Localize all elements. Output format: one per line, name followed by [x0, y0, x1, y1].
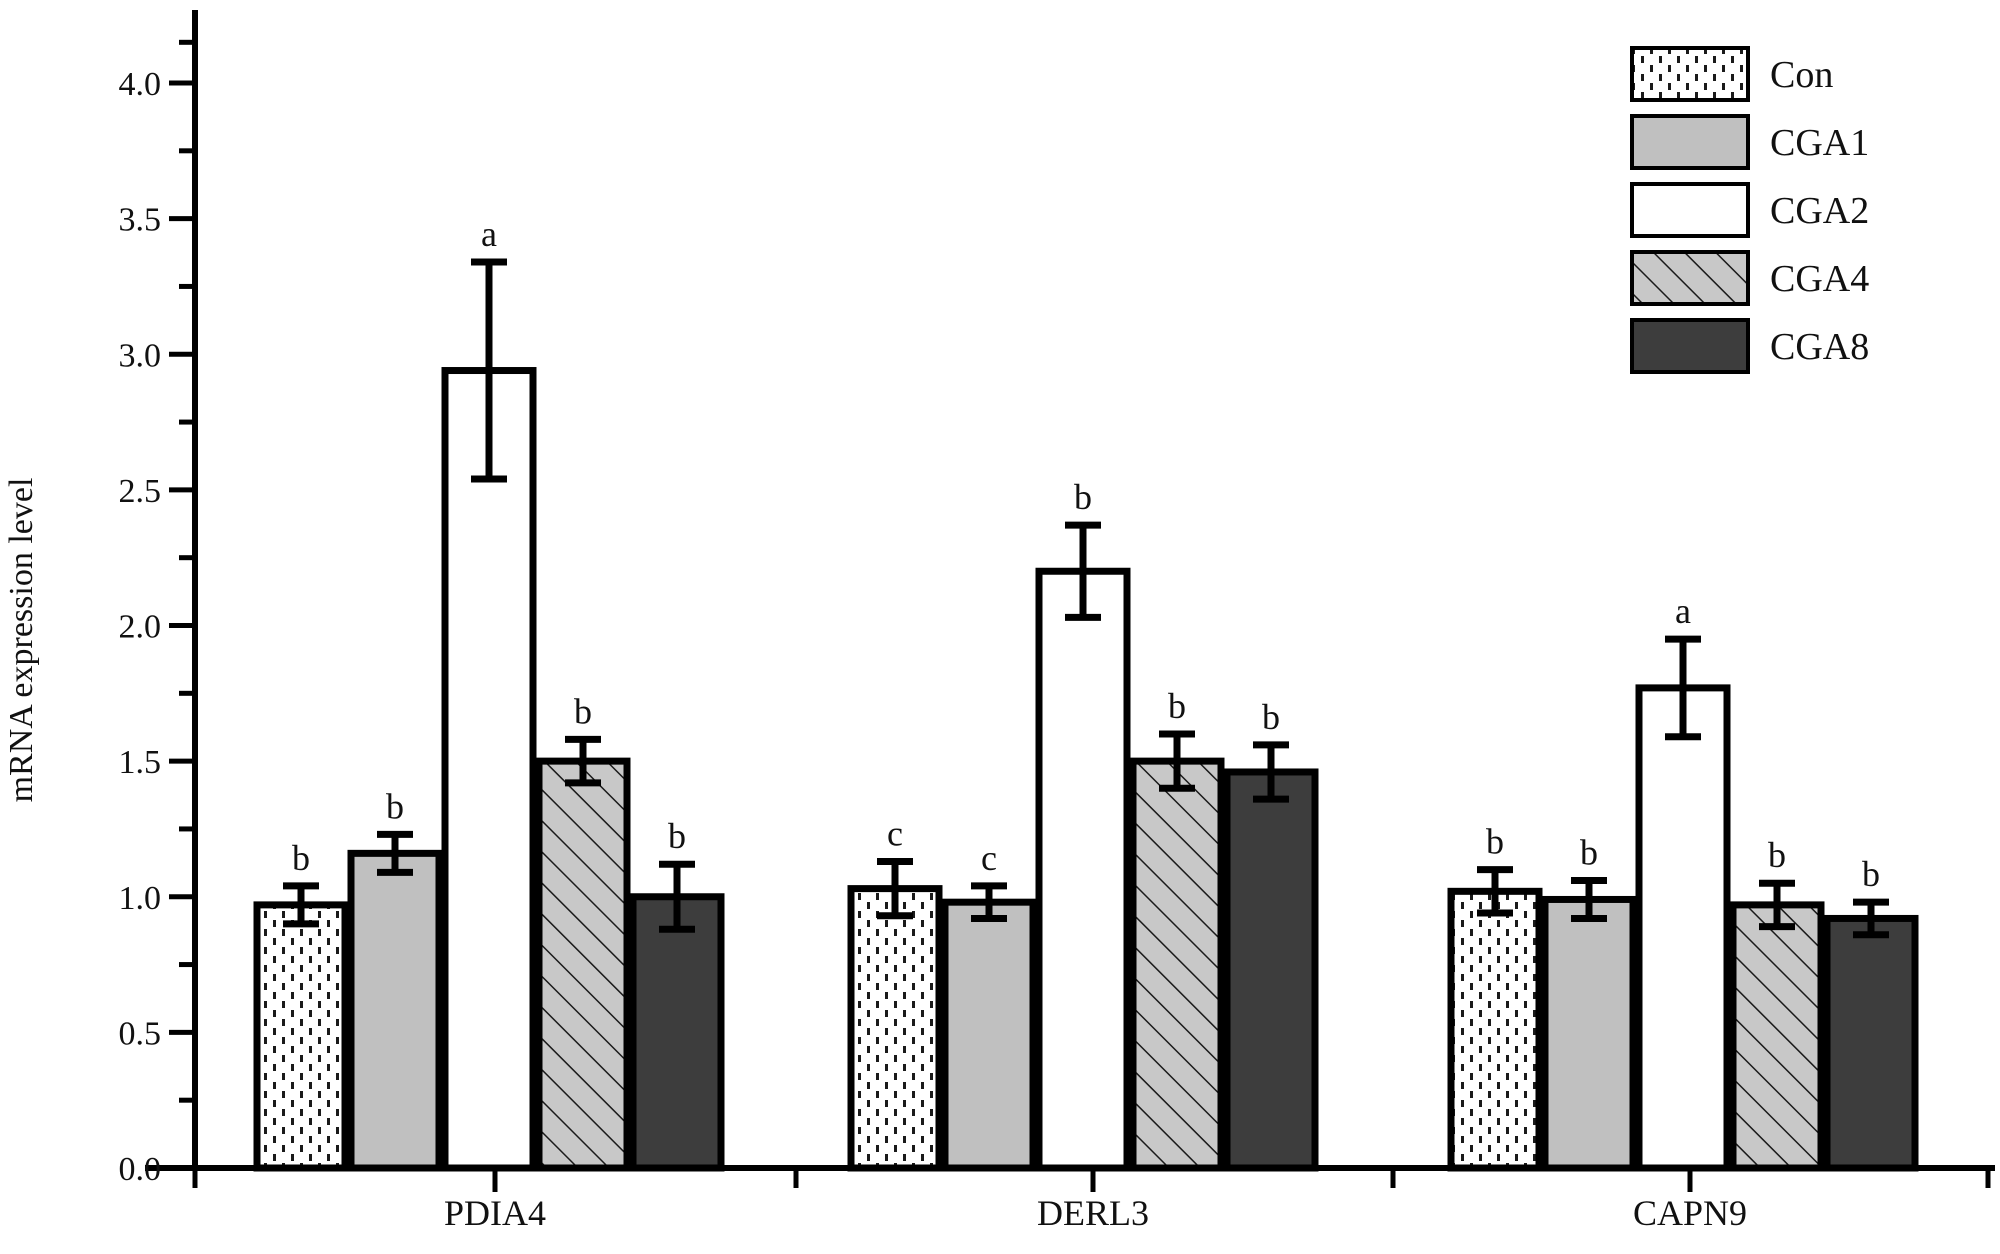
y-tick-label: 2.5: [119, 473, 162, 510]
significance-letter: a: [481, 214, 497, 254]
significance-letter: c: [981, 838, 997, 878]
bar-cga4-derl3: [1129, 757, 1225, 1172]
error-bar: [877, 857, 913, 920]
y-tick-label: 3.0: [119, 337, 162, 374]
error-bar: [1759, 879, 1795, 931]
bar-cga2-pdia4: [441, 367, 537, 1172]
significance-letter: b: [1768, 835, 1786, 875]
x-category-label: PDIA4: [444, 1193, 546, 1233]
significance-letter: a: [1675, 591, 1691, 631]
significance-letter: b: [668, 816, 686, 856]
bar-con-pdia4: [253, 901, 349, 1172]
error-bar: [471, 258, 507, 483]
bar-cga1-derl3: [941, 898, 1037, 1172]
legend-label: Con: [1770, 54, 1833, 96]
bar-cga1-capn9: [1541, 895, 1637, 1172]
legend-swatch: [1630, 250, 1750, 306]
error-bar: [1853, 898, 1889, 939]
error-bar: [1665, 635, 1701, 741]
significance-letter: b: [292, 838, 310, 878]
error-bar: [283, 882, 319, 928]
bar-cga2-derl3: [1035, 567, 1131, 1172]
y-tick-label: 0.0: [119, 1151, 162, 1188]
error-bar: [1065, 521, 1101, 621]
legend-label: CGA8: [1770, 326, 1869, 368]
bar-cga8-derl3: [1223, 768, 1319, 1172]
bar-cga4-pdia4: [535, 757, 631, 1172]
y-axis-title: mRNA expression level: [3, 478, 40, 803]
error-bar: [659, 860, 695, 933]
legend-item-cga1: CGA1: [1630, 114, 1869, 170]
bar-cga8-pdia4: [629, 893, 725, 1172]
error-bar: [1253, 741, 1289, 803]
significance-letter: b: [1168, 686, 1186, 726]
legend-swatch: [1630, 46, 1750, 102]
significance-letter: b: [386, 786, 404, 826]
y-tick-label: 1.5: [119, 744, 162, 781]
bar-cga4-capn9: [1729, 901, 1825, 1172]
error-bar: [565, 735, 601, 787]
y-tick-label: 1.0: [119, 880, 162, 917]
error-bar: [1159, 730, 1195, 792]
x-category-label: CAPN9: [1633, 1193, 1747, 1233]
error-bar: [1571, 876, 1607, 922]
legend-label: CGA2: [1770, 190, 1869, 232]
y-tick-label: 4.0: [119, 66, 162, 103]
legend: Con CGA1 CGA2 CGA4 CGA8: [1630, 46, 1869, 374]
y-axis-label: mRNA expression level: [3, 478, 40, 803]
bar-cga8-capn9: [1823, 914, 1919, 1172]
bar-cga1-pdia4: [347, 849, 443, 1172]
significance-letter: b: [1262, 697, 1280, 737]
y-tick-label: 0.5: [119, 1015, 162, 1052]
legend-swatch: [1630, 114, 1750, 170]
legend-item-cga2: CGA2: [1630, 182, 1869, 238]
y-tick-label: 2.0: [119, 609, 162, 646]
significance-letter: b: [574, 691, 592, 731]
significance-labels: b c b b c b a b a b b b b b b: [292, 214, 1880, 894]
error-bar: [1477, 866, 1513, 917]
significance-letter: b: [1486, 822, 1504, 862]
significance-letter: b: [1580, 832, 1598, 872]
significance-letter: b: [1862, 854, 1880, 894]
bar-cga2-capn9: [1635, 684, 1731, 1172]
x-category-label: DERL3: [1037, 1193, 1149, 1233]
significance-letter: c: [887, 813, 903, 853]
legend-item-cga8: CGA8: [1630, 318, 1869, 374]
legend-item-cga4: CGA4: [1630, 250, 1869, 306]
bar-con-derl3: [847, 885, 943, 1172]
legend-swatch: [1630, 318, 1750, 374]
legend-label: CGA1: [1770, 122, 1869, 164]
legend-label: CGA4: [1770, 258, 1869, 300]
error-bar: [971, 882, 1007, 922]
bar-con-capn9: [1447, 887, 1543, 1172]
error-bars: [283, 258, 1889, 939]
error-bar: [377, 830, 413, 876]
y-tick-label: 3.5: [119, 202, 162, 239]
significance-letter: b: [1074, 477, 1092, 517]
legend-item-con: Con: [1630, 46, 1833, 102]
legend-swatch: [1630, 182, 1750, 238]
